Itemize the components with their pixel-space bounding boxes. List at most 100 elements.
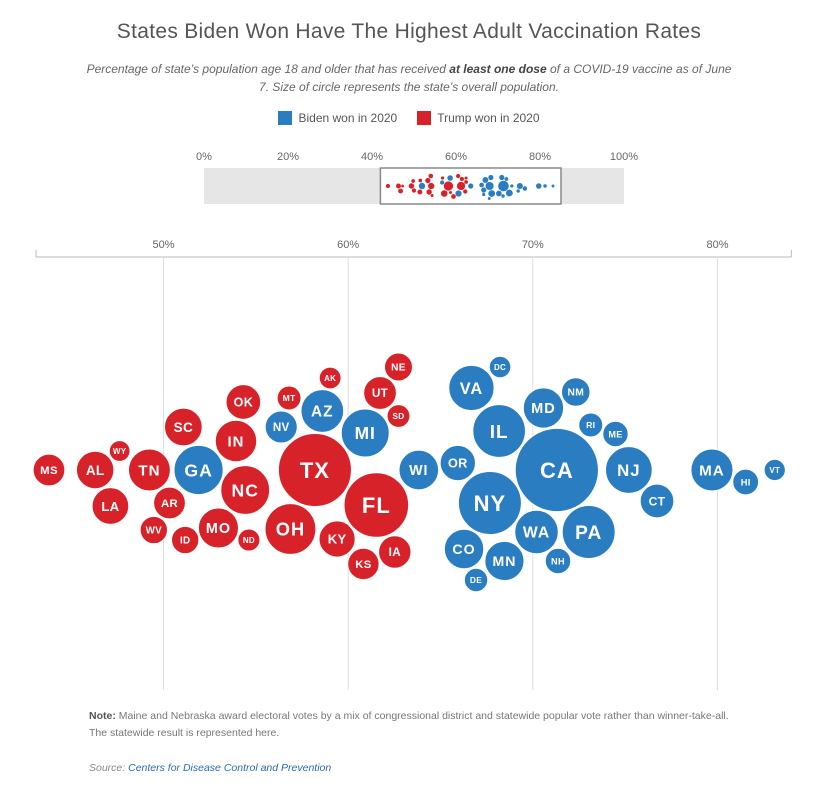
legend-swatch-trump <box>417 111 432 125</box>
state-bubble-wa: WA <box>514 509 559 555</box>
state-bubble-ia: IA <box>378 535 412 569</box>
state-label: RI <box>586 420 595 430</box>
state-label: IN <box>228 434 245 450</box>
legend-item-biden: Biden won in 2020 <box>278 111 397 125</box>
state-bubble-nv: NV <box>264 410 298 444</box>
state-bubble-dc: DC <box>488 355 512 379</box>
state-bubble-vt: VT <box>763 458 786 482</box>
state-bubble-ak: AK <box>318 366 342 390</box>
state-circle <box>398 449 440 491</box>
state-bubble-hi: HI <box>732 468 760 496</box>
state-label: OR <box>448 457 468 471</box>
state-label: UT <box>372 386 389 400</box>
state-bubble-de: DE <box>463 567 489 593</box>
state-circle <box>383 352 413 382</box>
state-circle <box>220 465 271 515</box>
state-circle <box>277 432 352 508</box>
state-label: CT <box>649 494 666 508</box>
state-bubble-ky: KY <box>318 520 356 558</box>
state-bubble-sd: SD <box>386 404 411 428</box>
state-label: IL <box>490 422 509 443</box>
state-circle <box>386 404 411 428</box>
state-bubble-ms: MS <box>32 453 66 487</box>
legend-swatch-biden <box>278 111 293 125</box>
state-bubble-co: CO <box>443 528 485 570</box>
state-circle <box>639 483 675 519</box>
subtitle-text-after: of a COVID-19 vaccine as of June 7. Size… <box>259 62 732 94</box>
state-circle <box>560 377 591 407</box>
state-bubble-nd: ND <box>237 528 261 552</box>
main-axis-tick-label: 50% <box>152 239 174 251</box>
state-label: WY <box>113 447 127 456</box>
state-label: KS <box>355 559 371 571</box>
state-label: CA <box>540 458 574 483</box>
state-label: MN <box>492 553 516 569</box>
state-label: KY <box>328 532 347 547</box>
main-beeswarm-chart: 50% 60% 70% 80% CA TX FL NY PA IL OH GA NC MI NJ VA WA AZ… <box>32 239 792 690</box>
state-label: CO <box>452 542 475 558</box>
state-label: PA <box>575 523 602 544</box>
state-bubble-mi: MI <box>340 408 390 458</box>
state-bubble-ga: GA <box>173 444 224 496</box>
state-label: NE <box>391 363 406 374</box>
state-label: SC <box>174 420 193 435</box>
state-label: VA <box>460 380 483 398</box>
state-label: DE <box>470 575 482 585</box>
state-circle <box>514 427 599 513</box>
state-bubble-id: ID <box>171 525 200 555</box>
state-circle <box>457 471 522 535</box>
state-label: WA <box>523 525 550 542</box>
state-bubble-oh: OH <box>264 503 317 555</box>
state-label: MA <box>699 462 725 479</box>
state-label: ND <box>243 536 255 545</box>
state-bubble-mo: MO <box>197 507 239 549</box>
chart-source: Source: Centers for Disease Control and … <box>89 762 331 774</box>
state-circle <box>544 547 572 575</box>
state-label: ME <box>608 429 622 439</box>
state-bubble-mn: MN <box>484 540 525 582</box>
state-circle <box>214 419 258 463</box>
state-circle <box>153 486 186 520</box>
state-bubble-al: AL <box>75 450 115 490</box>
source-link[interactable]: Centers for Disease Control and Preventi… <box>128 762 332 774</box>
note-label: Note: <box>89 710 116 722</box>
state-circle <box>197 507 239 549</box>
state-bubble-ok: OK <box>225 384 262 420</box>
state-circle <box>602 420 629 448</box>
state-bubble-pa: PA <box>561 505 616 559</box>
state-circle <box>363 376 397 410</box>
state-label: AZ <box>311 404 334 421</box>
state-circle <box>463 567 489 593</box>
state-label: MI <box>355 423 376 443</box>
state-bubble-nc: NC <box>220 465 271 515</box>
subtitle-bold-text: at least one dose <box>449 62 547 76</box>
state-label: DC <box>494 363 506 372</box>
state-circle <box>264 410 298 444</box>
state-bubble-wy: WY <box>108 440 131 462</box>
state-label: TX <box>300 458 330 483</box>
state-bubble-ar: AR <box>153 486 186 520</box>
state-label: NC <box>232 480 259 500</box>
state-label: FL <box>362 493 391 518</box>
state-bubble-az: AZ <box>300 389 345 433</box>
state-bubble-ct: CT <box>639 483 675 519</box>
state-label: MS <box>40 465 58 477</box>
state-label: TN <box>138 462 160 479</box>
state-circle <box>561 505 616 559</box>
legend-label-trump: Trump won in 2020 <box>437 111 540 125</box>
state-circle <box>443 528 485 570</box>
state-bubble-ca: CA <box>514 427 599 513</box>
state-label: WV <box>146 526 163 537</box>
state-circle <box>347 547 380 581</box>
state-bubble-tn: TN <box>127 448 171 492</box>
state-label: ID <box>180 536 190 547</box>
state-label: SD <box>392 412 404 421</box>
state-label: WI <box>409 463 428 479</box>
state-bubble-va: VA <box>448 364 495 412</box>
state-circle <box>91 487 130 525</box>
state-label: NM <box>567 388 584 399</box>
state-bubble-in: IN <box>214 419 258 463</box>
state-bubble-wv: WV <box>139 515 168 545</box>
state-circle <box>139 515 168 545</box>
state-circle <box>578 412 604 438</box>
